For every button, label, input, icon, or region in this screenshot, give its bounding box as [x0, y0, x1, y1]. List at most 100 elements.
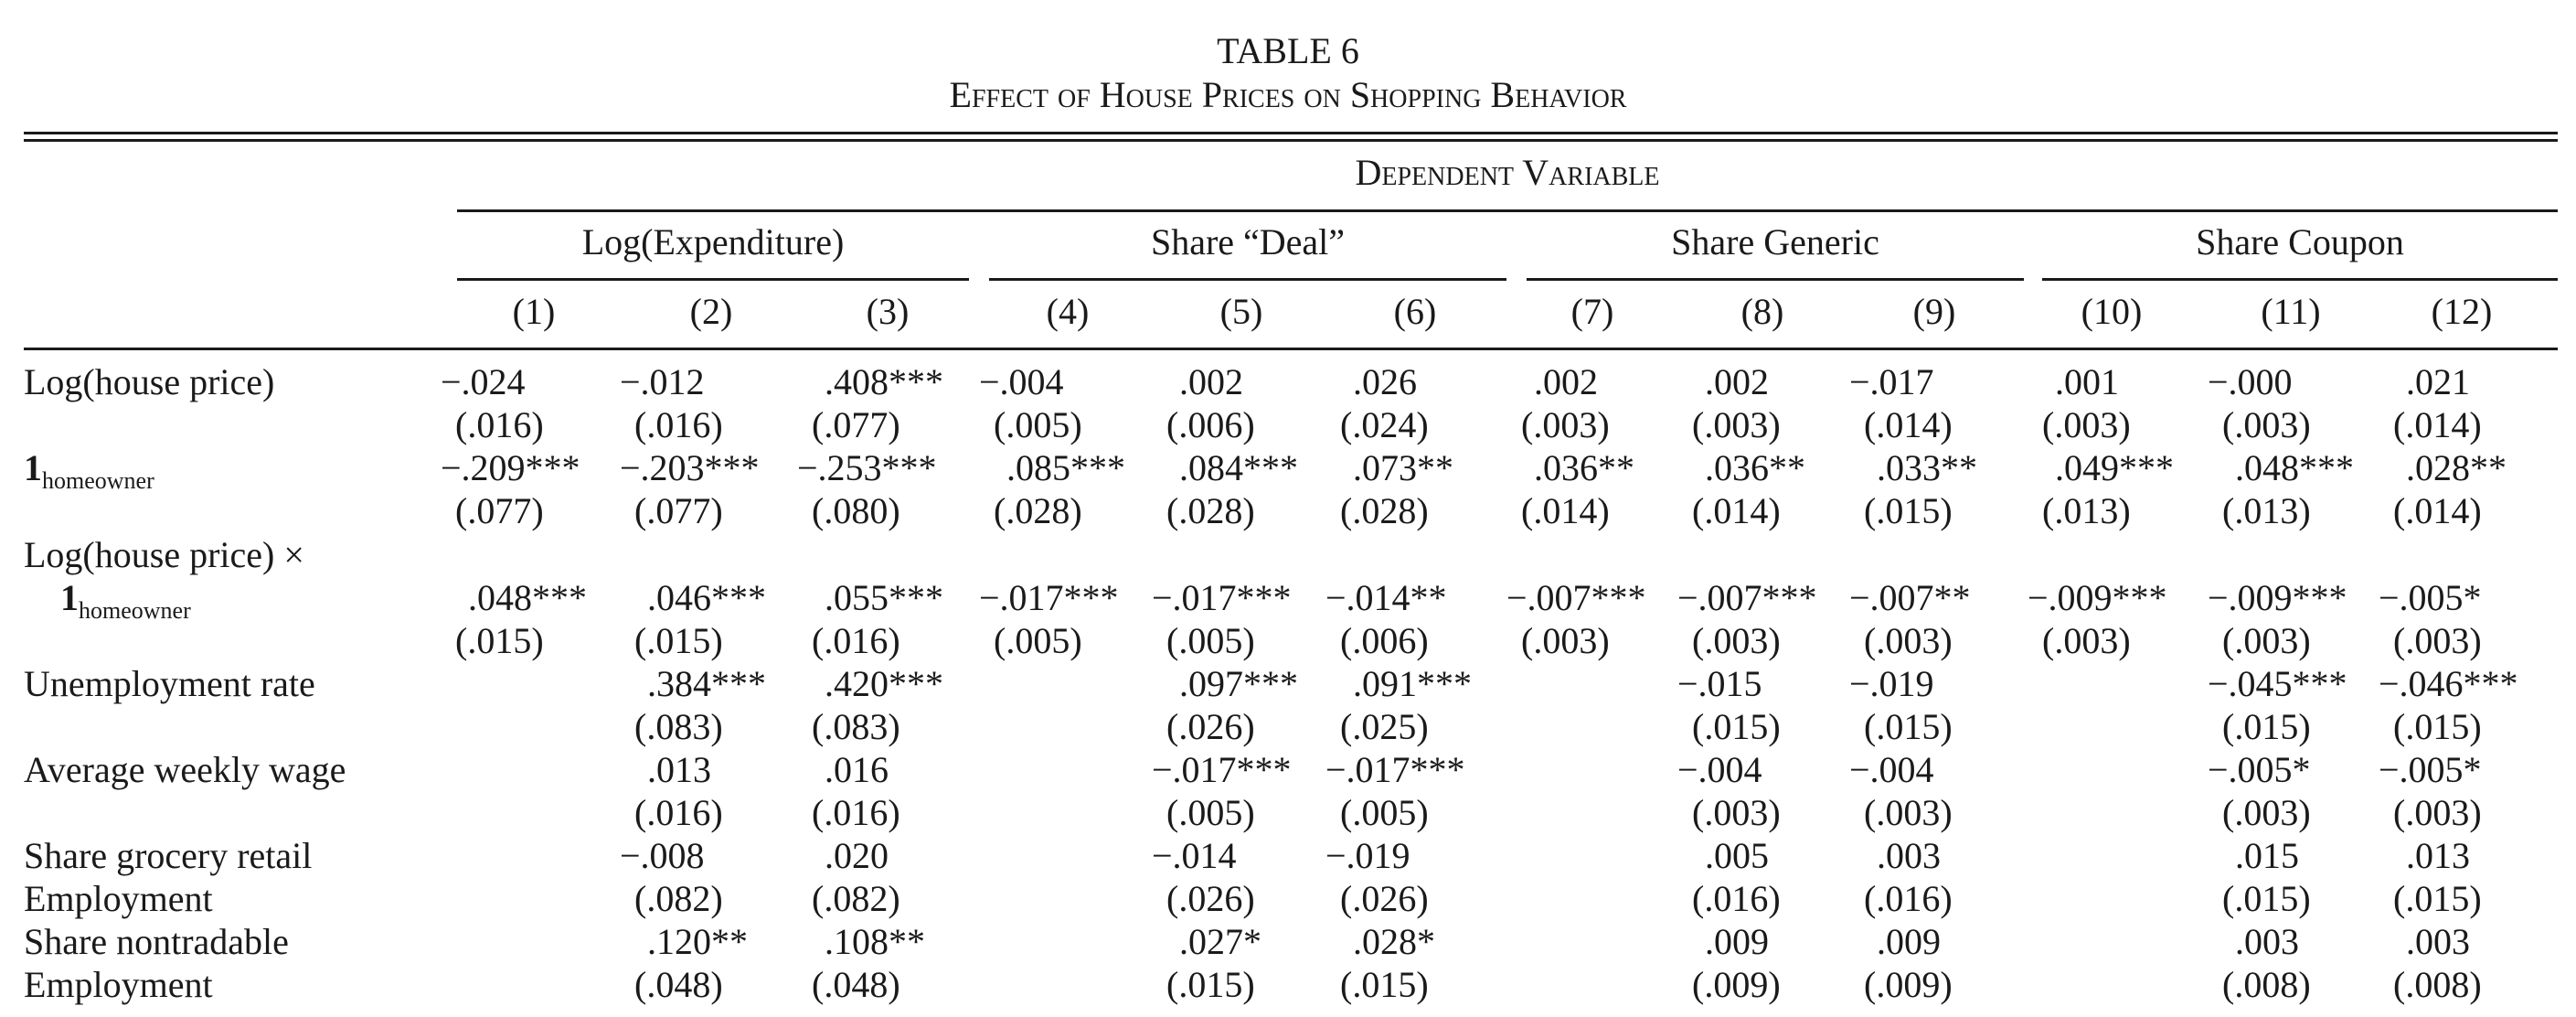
column-number: (9): [1912, 291, 1956, 332]
coefficient-cell: −.004: [1849, 749, 1934, 790]
standard-error-cell: (.003): [1692, 792, 1781, 833]
coefficient-cell: .003: [2235, 921, 2299, 962]
standard-error-cell: (.009): [1864, 964, 1953, 1005]
coefficient-cell: −.012: [620, 361, 705, 402]
header-bottom-rule: [24, 348, 2558, 350]
standard-error-cell: (.003): [2393, 620, 2482, 661]
standard-error-cell: (.028): [1340, 490, 1429, 531]
standard-error-cell: (.005): [1166, 620, 1255, 661]
standard-error-cell: (.006): [1166, 404, 1255, 445]
standard-error-cell: (.024): [1340, 404, 1429, 445]
coefficient-cell: −.005*: [2208, 749, 2311, 790]
coefficient-cell: −.009***: [2028, 577, 2167, 618]
coefficient-cell: −.005*: [2379, 749, 2482, 790]
homeowner-subscript: homeowner: [79, 597, 191, 624]
standard-error-cell: (.015): [1340, 964, 1429, 1005]
coefficient-cell: −.000: [2208, 361, 2293, 402]
column-number: (6): [1393, 291, 1437, 332]
column-number: (1): [512, 291, 556, 332]
coefficient-cell: .084***: [1179, 447, 1298, 488]
column-number: (12): [2431, 291, 2493, 332]
standard-error-cell: (.015): [2393, 878, 2482, 919]
indicator-one: 1: [24, 447, 42, 488]
standard-error-cell: (.003): [2042, 620, 2131, 661]
standard-error-cell: (.016): [1864, 878, 1953, 919]
standard-error-cell: (.014): [1864, 404, 1953, 445]
coefficient-cell: .013: [2406, 835, 2470, 876]
coefficient-cell: .408***: [825, 361, 943, 402]
standard-error-cell: (.003): [2222, 792, 2311, 833]
column-number: (7): [1570, 291, 1614, 332]
standard-error-cell: (.015): [455, 620, 544, 661]
coefficient-cell: .048***: [2235, 447, 2354, 488]
coefficient-cell: .046***: [647, 577, 766, 618]
standard-error-cell: (.015): [1864, 490, 1953, 531]
coefficient-cell: .002: [1179, 361, 1243, 402]
standard-error-cell: (.003): [2393, 792, 2482, 833]
coefficient-cell: .036**: [1705, 447, 1805, 488]
standard-error-cell: (.006): [1340, 620, 1429, 661]
coefficient-cell: .009: [1877, 921, 1941, 962]
coefficient-cell: .028**: [2406, 447, 2507, 488]
group-header-share-deal: Share “Deal”: [1150, 221, 1346, 262]
row-label-nontradable-employment: Employment: [24, 964, 213, 1005]
coefficient-cell: .021: [2406, 361, 2470, 402]
coefficient-cell: .033**: [1877, 447, 1977, 488]
standard-error-cell: (.005): [1166, 792, 1255, 833]
row-label-log-house-price: Log(house price): [24, 361, 275, 402]
coefficient-cell: .005: [1705, 835, 1769, 876]
group-rule-share-deal: [989, 278, 1506, 281]
standard-error-cell: (.015): [1166, 964, 1255, 1005]
coefficient-cell: .097***: [1179, 663, 1298, 704]
standard-error-cell: (.008): [2393, 964, 2482, 1005]
homeowner-subscript: homeowner: [42, 467, 154, 494]
standard-error-cell: (.077): [812, 404, 900, 445]
standard-error-cell: (.077): [634, 490, 723, 531]
standard-error-cell: (.016): [812, 620, 900, 661]
coefficient-cell: −.014**: [1325, 577, 1447, 618]
coefficient-cell: .002: [1705, 361, 1769, 402]
coefficient-cell: .013: [647, 749, 711, 790]
coefficient-cell: .073**: [1353, 447, 1453, 488]
group-header-log-expenditure: Log(Expenditure): [581, 221, 845, 262]
column-number: (3): [866, 291, 910, 332]
group-header-share-generic: Share Generic: [1671, 221, 1879, 262]
coefficient-cell: .049***: [2055, 447, 2174, 488]
row-label-homeowner: 1homeowner: [24, 446, 154, 503]
coefficient-cell: −.009***: [2208, 577, 2347, 618]
standard-error-cell: (.016): [455, 404, 544, 445]
column-number: (2): [689, 291, 733, 332]
standard-error-cell: (.026): [1166, 878, 1255, 919]
standard-error-cell: (.005): [994, 620, 1082, 661]
row-label-interaction-line2: 1homeowner: [60, 576, 191, 633]
coefficient-cell: −.014: [1152, 835, 1237, 876]
coefficient-cell: −.015: [1677, 663, 1762, 704]
standard-error-cell: (.026): [1166, 706, 1255, 747]
standard-error-cell: (.025): [1340, 706, 1429, 747]
coefficient-cell: .120**: [647, 921, 748, 962]
coefficient-cell: .002: [1534, 361, 1598, 402]
standard-error-cell: (.003): [2222, 404, 2311, 445]
standard-error-cell: (.003): [1864, 792, 1953, 833]
group-rule-log-expenditure: [457, 278, 969, 281]
standard-error-cell: (.015): [1692, 706, 1781, 747]
dependent-variable-header: Dependent Variable: [1355, 152, 1660, 193]
row-label-grocery-employment: Employment: [24, 878, 213, 919]
column-number: (8): [1740, 291, 1784, 332]
row-label-unemployment-rate: Unemployment rate: [24, 663, 315, 704]
coefficient-cell: −.209***: [441, 447, 580, 488]
coefficient-cell: −.004: [979, 361, 1064, 402]
coefficient-cell: −.007***: [1677, 577, 1817, 618]
standard-error-cell: (.080): [812, 490, 900, 531]
coefficient-cell: −.017***: [979, 577, 1119, 618]
coefficient-cell: .048***: [468, 577, 587, 618]
row-label-interaction-line1: Log(house price) ×: [24, 534, 304, 575]
coefficient-cell: .001: [2055, 361, 2119, 402]
standard-error-cell: (.082): [812, 878, 900, 919]
group-rule-share-generic: [1527, 278, 2024, 281]
standard-error-cell: (.003): [2222, 620, 2311, 661]
standard-error-cell: (.003): [1521, 620, 1610, 661]
coefficient-cell: −.017: [1849, 361, 1934, 402]
coefficient-cell: .026: [1353, 361, 1417, 402]
column-number: (10): [2081, 291, 2143, 332]
